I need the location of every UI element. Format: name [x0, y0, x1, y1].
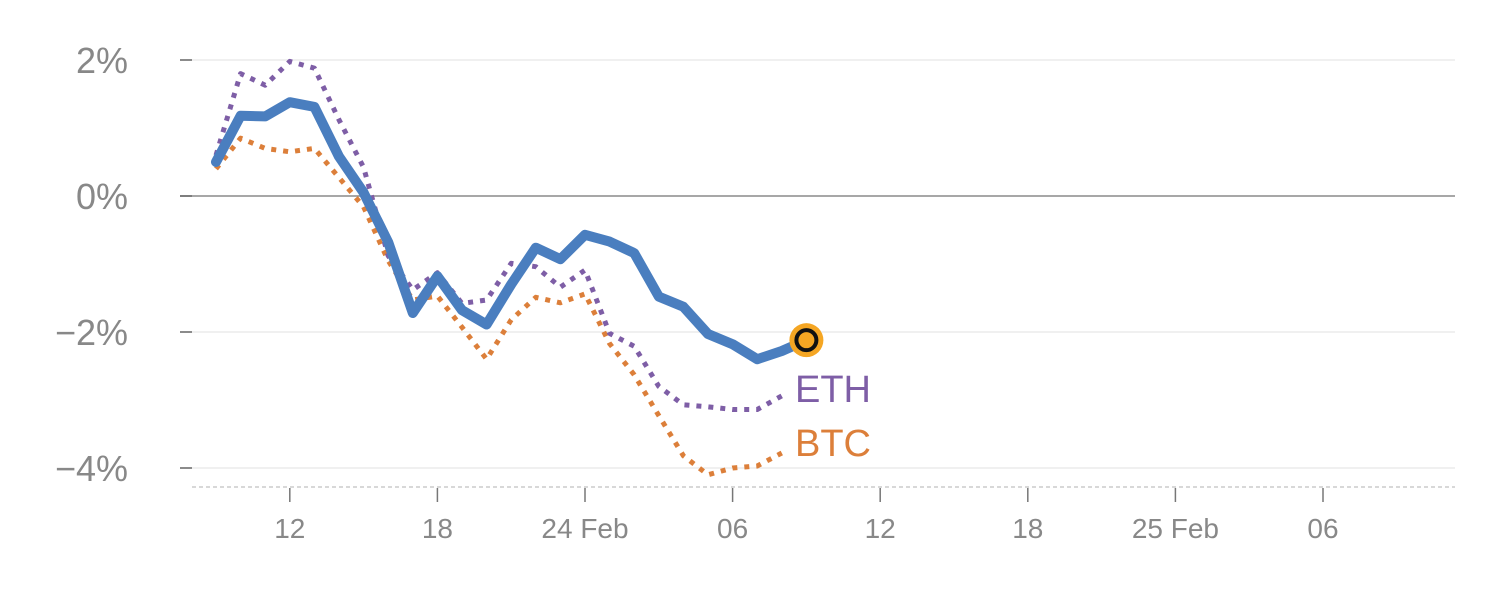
x-tick-label: 06 — [1307, 513, 1338, 544]
x-tick-label: 25 Feb — [1132, 513, 1219, 544]
series-label-eth: ETH — [795, 369, 871, 411]
x-tick-label: 12 — [865, 513, 896, 544]
x-tick-label: 06 — [717, 513, 748, 544]
series-line-eth — [213, 58, 784, 412]
y-tick-label: 2% — [76, 40, 128, 81]
x-tick-label: 12 — [274, 513, 305, 544]
x-tick-label: 18 — [422, 513, 453, 544]
y-tick-label: −2% — [55, 312, 128, 353]
x-tick-label: 24 Feb — [541, 513, 628, 544]
series-label-btc: BTC — [795, 423, 871, 465]
y-tick-label: 0% — [76, 176, 128, 217]
series-lines — [211, 58, 812, 478]
end-marker-inner — [794, 328, 819, 353]
y-tick-label: −4% — [55, 448, 128, 489]
x-tick-label: 18 — [1012, 513, 1043, 544]
y-axis: 2% 0% −2% −4% — [55, 40, 192, 489]
end-markers — [789, 323, 824, 358]
series-line-main — [211, 97, 812, 365]
x-axis: 12 18 24 Feb 06 12 18 25 Feb 06 — [192, 486, 1455, 544]
series-line-btc — [214, 135, 783, 478]
